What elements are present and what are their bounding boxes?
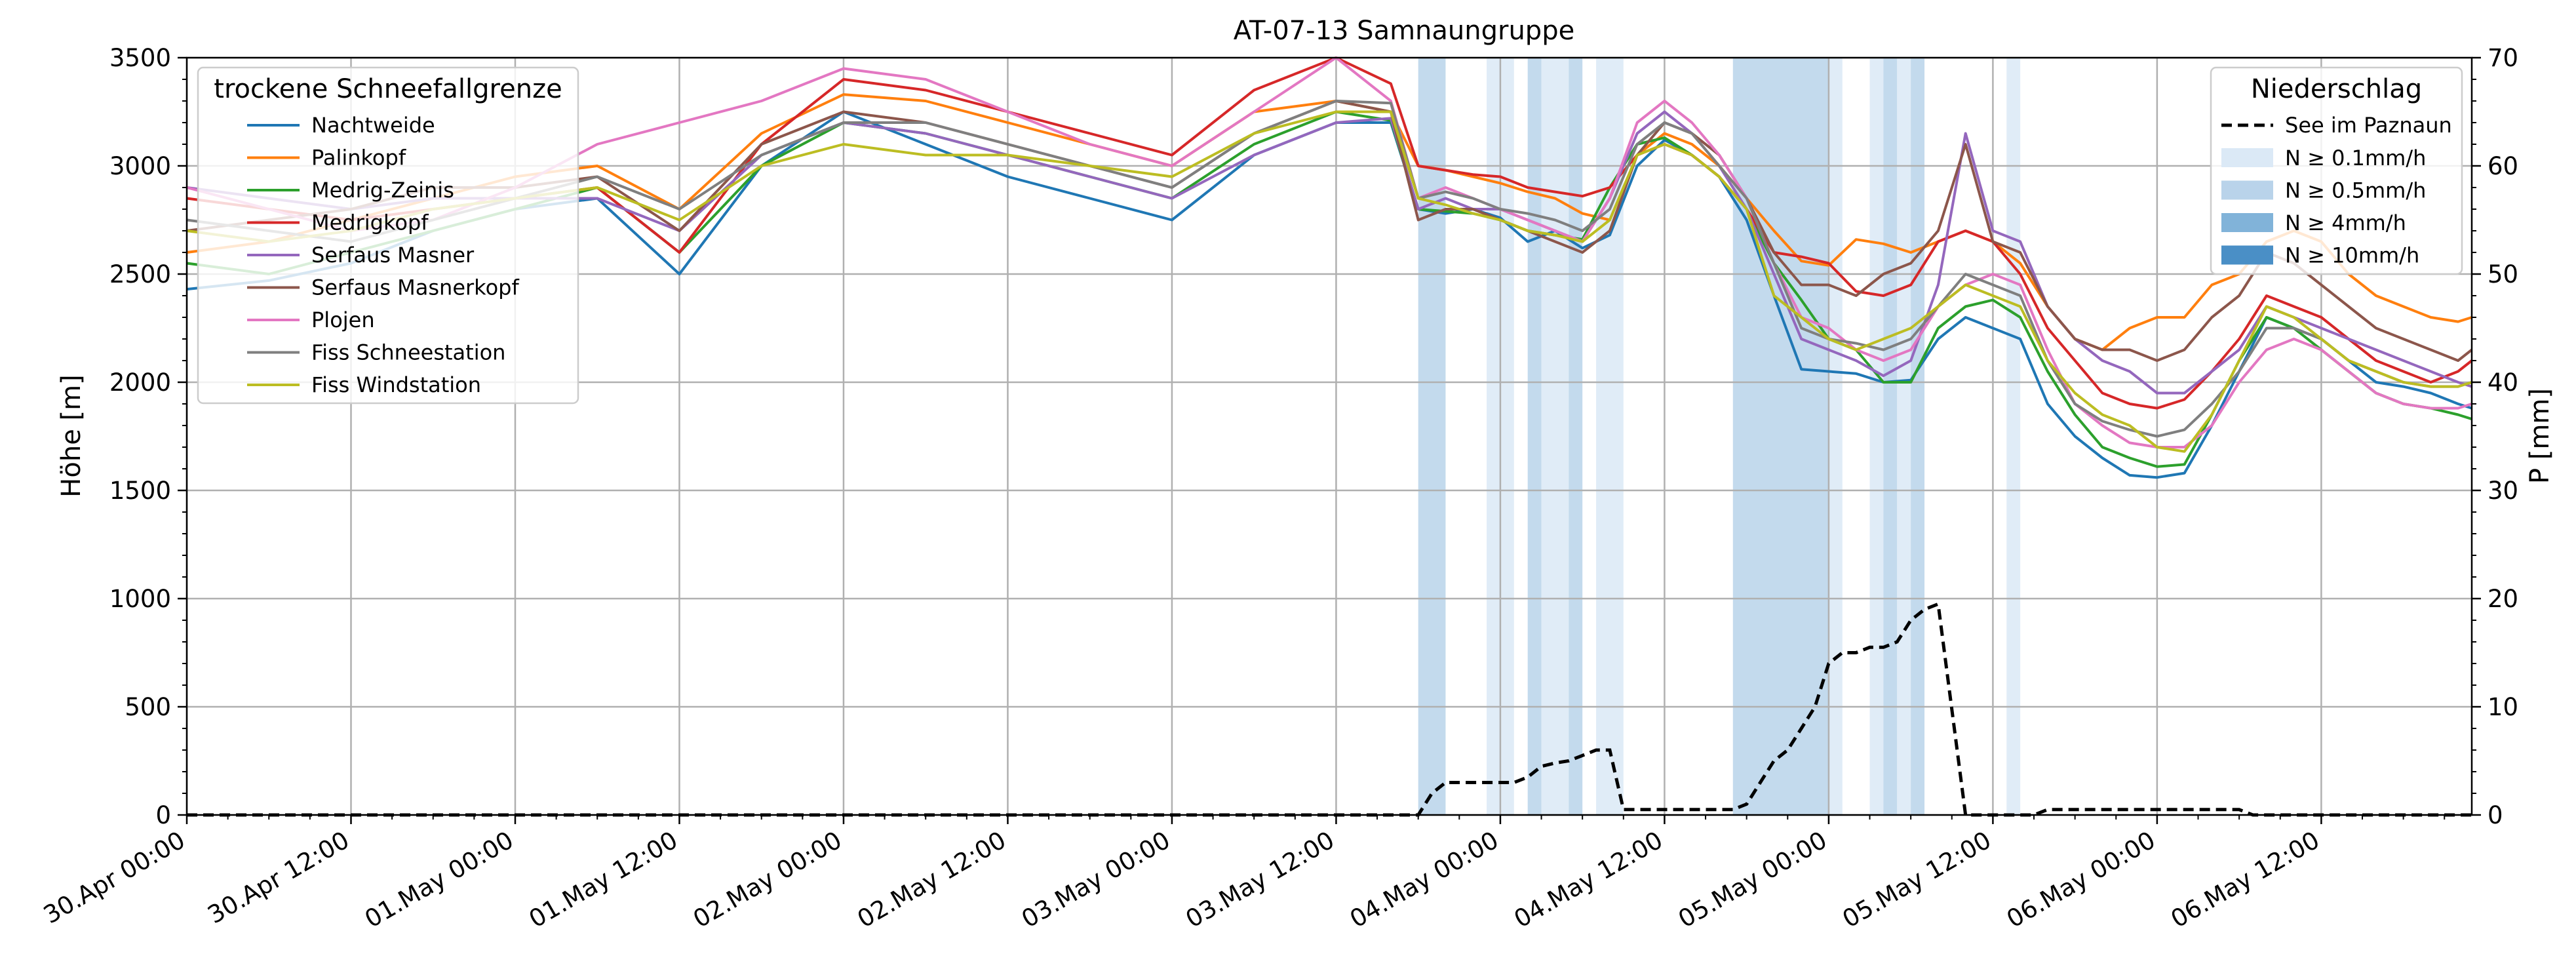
legend-label-8: Fiss Windstation	[311, 372, 481, 397]
series-line-serfaus-masner	[186, 110, 2472, 395]
y-axis-label-right: P [mm]	[2525, 388, 2555, 484]
y-right-tick-label-4: 40	[2488, 368, 2518, 397]
legend-band-label-2: N ≥ 4mm/h	[2285, 210, 2406, 235]
legend-band-label-0: N ≥ 0.1mm/h	[2285, 146, 2426, 170]
y-tick-label-5: 2500	[109, 260, 171, 288]
legend-precipitation: Niederschlag See im Paznaun N ≥ 0.1mm/h N ≥…	[2210, 66, 2463, 275]
y-right-tick-label-0: 0	[2488, 801, 2503, 829]
plot-frame	[185, 56, 2473, 816]
y-tick-label-6: 3000	[109, 152, 171, 180]
legend-precip-line-label: See im Paznaun	[2285, 113, 2452, 138]
y-right-tick-label-7: 70	[2488, 44, 2518, 72]
precip-bands	[1418, 58, 2021, 815]
precip-band-4	[1569, 58, 1583, 815]
series-line-plojen	[186, 56, 2472, 448]
legend-band-swatch-3	[2221, 245, 2273, 265]
y-tick-label-7: 3500	[109, 44, 171, 72]
series-line-fiss-windstation	[186, 110, 2472, 453]
precip-band-6	[1732, 58, 1829, 815]
y-tick-label-1: 500	[125, 693, 171, 721]
y-tick-label-2: 1000	[109, 585, 171, 613]
precip-band-10	[1897, 58, 1911, 815]
legend-precip-title: Niederschlag	[2251, 74, 2422, 104]
series-lines	[186, 56, 2473, 479]
legend-label-7: Fiss Schneestation	[311, 340, 505, 365]
legend-label-6: Plojen	[311, 307, 375, 332]
y-tick-label-0: 0	[155, 801, 171, 829]
y-tick-label-3: 1500	[109, 477, 171, 505]
series-line-fiss-schneestation	[186, 100, 2472, 438]
precip-band-9	[1883, 58, 1898, 815]
y-right-tick-label-6: 60	[2488, 152, 2518, 180]
legend-label-2: Medrig-Zeinis	[311, 178, 454, 203]
legend-label-5: Serfaus Masnerkopf	[311, 275, 519, 300]
y-right-tick-label-5: 50	[2488, 260, 2518, 288]
legend-label-4: Serfaus Masner	[311, 243, 475, 268]
legend-label-3: Medrigkopf	[311, 210, 429, 235]
legend-band-swatch-2	[2221, 213, 2273, 232]
y-axis-label: Höhe [m]	[56, 374, 87, 497]
series-line-nachtweide	[186, 110, 2472, 479]
precip-band-3	[1541, 58, 1569, 815]
legend-stations: trockene Schneefallgrenze Nachtweide Palin…	[197, 66, 579, 405]
precip-band-2	[1527, 58, 1542, 815]
legend-band-swatch-1	[2221, 180, 2273, 200]
legend-main-title: trockene Schneefallgrenze	[214, 74, 562, 104]
y-right-tick-label-3: 30	[2488, 477, 2518, 505]
precip-band-8	[1869, 58, 1884, 815]
precip-band-11	[1911, 58, 1925, 815]
precip-band-7	[1828, 58, 1843, 815]
legend-band-label-1: N ≥ 0.5mm/h	[2285, 178, 2426, 203]
y-right-tick-label-1: 10	[2488, 693, 2518, 721]
y-tick-label-4: 2000	[109, 368, 171, 397]
legend-band-label-3: N ≥ 10mm/h	[2285, 243, 2419, 268]
precip-band-0	[1418, 58, 1446, 815]
legend-precip-box	[2210, 66, 2463, 275]
legend-label-0: Nachtweide	[311, 113, 435, 138]
chart-title: AT-07-13 Samnaungruppe	[1234, 16, 1574, 46]
legend-band-swatch-0	[2221, 148, 2273, 167]
y-right-tick-label-2: 20	[2488, 585, 2518, 613]
precip-band-12	[2006, 58, 2021, 815]
precip-band-5	[1596, 58, 1624, 815]
legend-label-1: Palinkopf	[311, 146, 406, 170]
